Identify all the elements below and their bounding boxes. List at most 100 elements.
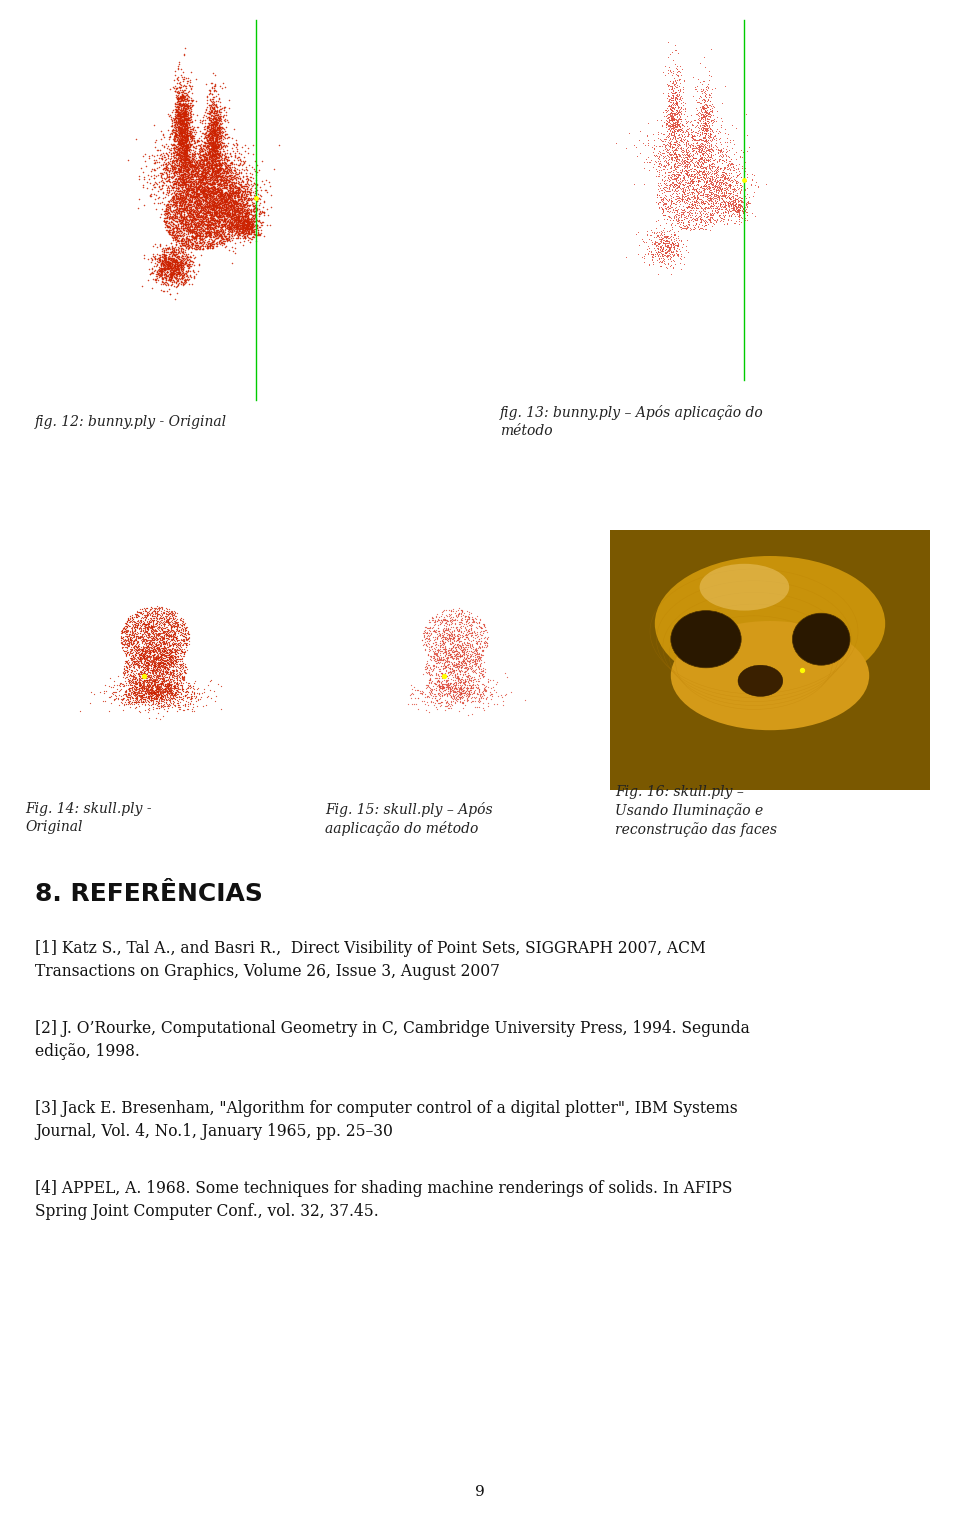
Point xyxy=(222,209,237,234)
Point xyxy=(219,133,234,157)
Point xyxy=(200,157,215,182)
Point xyxy=(706,161,721,185)
Point xyxy=(688,177,704,202)
Point xyxy=(180,187,196,211)
Point xyxy=(216,182,231,206)
Point xyxy=(205,119,221,144)
Point xyxy=(450,665,466,690)
Point xyxy=(194,180,209,205)
Point xyxy=(667,252,683,277)
Point xyxy=(169,148,184,173)
Point xyxy=(162,679,178,703)
Point xyxy=(156,639,172,664)
Point xyxy=(167,191,182,216)
Point xyxy=(179,209,194,234)
Point xyxy=(174,124,189,148)
Point xyxy=(220,185,235,209)
Point xyxy=(684,124,700,148)
Point xyxy=(160,254,176,278)
Point xyxy=(698,170,713,194)
Point xyxy=(129,613,144,638)
Point xyxy=(196,196,211,220)
Point xyxy=(188,176,204,200)
Point xyxy=(135,144,151,168)
Point xyxy=(132,670,147,694)
Point xyxy=(697,116,712,141)
Point xyxy=(707,124,722,148)
Point xyxy=(163,263,179,287)
Point xyxy=(160,618,176,642)
Point xyxy=(665,87,681,112)
Point xyxy=(164,261,180,286)
Point xyxy=(187,168,203,193)
Point xyxy=(230,219,246,243)
Point xyxy=(247,217,262,242)
Point xyxy=(174,261,189,286)
Point xyxy=(161,668,177,693)
Point xyxy=(702,176,717,200)
Point xyxy=(196,188,211,213)
Point xyxy=(132,682,147,706)
Point xyxy=(173,107,188,131)
Point xyxy=(681,209,696,234)
Point xyxy=(692,165,708,190)
Point xyxy=(234,182,250,206)
Point xyxy=(442,601,457,625)
Point xyxy=(155,627,170,651)
Point xyxy=(197,211,212,235)
Point xyxy=(719,150,734,174)
Point xyxy=(161,222,177,246)
Point xyxy=(694,156,709,180)
Point xyxy=(202,223,217,248)
Point xyxy=(143,677,158,702)
Point xyxy=(215,196,230,220)
Point xyxy=(130,680,145,705)
Point xyxy=(177,170,192,194)
Point xyxy=(212,162,228,187)
Point xyxy=(193,231,208,255)
Point xyxy=(659,231,674,255)
Point xyxy=(158,619,174,644)
Point xyxy=(165,216,180,240)
Point xyxy=(126,653,141,677)
Point xyxy=(214,161,229,185)
Point xyxy=(146,639,161,664)
Point xyxy=(209,99,225,124)
Point xyxy=(200,154,215,179)
Point xyxy=(230,205,246,229)
Point xyxy=(192,177,207,202)
Point xyxy=(170,188,185,213)
Point xyxy=(175,124,190,148)
Point xyxy=(139,633,155,657)
Point xyxy=(144,613,159,638)
Point xyxy=(180,260,195,284)
Point xyxy=(206,96,222,121)
Point xyxy=(672,180,687,205)
Point xyxy=(167,615,182,639)
Point xyxy=(424,676,440,700)
Point xyxy=(149,656,164,680)
Point xyxy=(176,657,191,682)
Point xyxy=(453,682,468,706)
Point xyxy=(213,135,228,159)
Point xyxy=(210,106,226,130)
Point xyxy=(148,667,163,691)
Point xyxy=(194,214,209,239)
Point xyxy=(211,225,227,249)
Point xyxy=(237,179,252,203)
Point xyxy=(156,644,171,668)
Point xyxy=(159,651,175,676)
Point xyxy=(431,659,446,683)
Point xyxy=(691,214,707,239)
Point xyxy=(140,674,156,699)
Point xyxy=(173,199,188,223)
Point xyxy=(150,696,165,720)
Point xyxy=(168,122,183,147)
Point xyxy=(156,248,172,272)
Point xyxy=(184,208,200,232)
Point xyxy=(728,173,743,197)
Point xyxy=(228,205,244,229)
Point xyxy=(198,144,213,168)
Point xyxy=(150,602,165,627)
Point xyxy=(667,156,683,180)
